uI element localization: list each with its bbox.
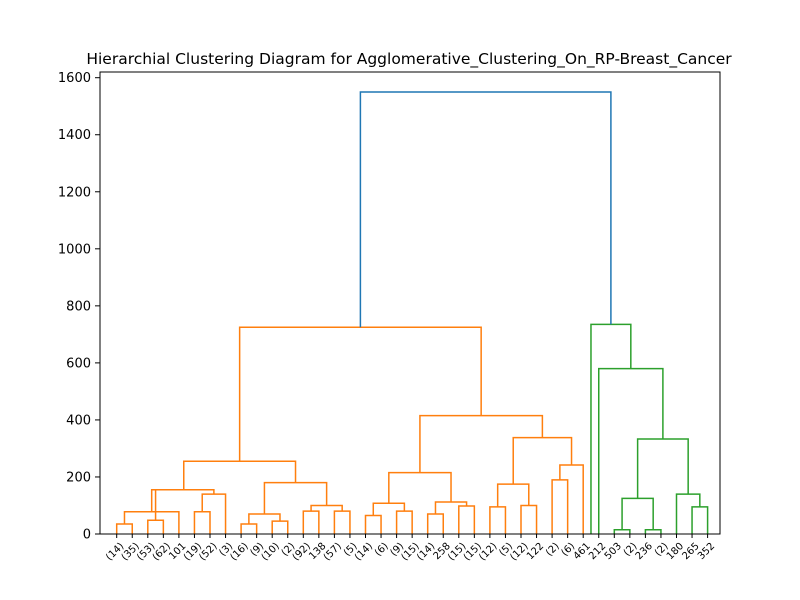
dendrogram-link-11 [333,510,351,534]
dendrogram-link-24 [496,483,530,507]
leaf-label: 503 [603,541,624,562]
leaf-label: (10) [260,541,282,563]
leaf-label: (2) [544,541,562,559]
dendrogram-link-23 [520,504,538,534]
y-tick-label: 800 [66,299,91,314]
plot-frame [99,71,721,535]
dendrogram-link-21 [388,471,452,504]
dendrogram-link-14 [183,460,297,490]
dendrogram-link-10 [302,510,320,534]
dendrogram-link-28 [419,414,544,473]
dendrogram-link-18 [426,513,444,534]
dendrogram-link-13 [263,481,328,515]
dendrogram-link-38 [359,91,612,328]
y-tick-label: 1400 [58,128,91,143]
dendrogram-link-15 [364,514,382,534]
dendrogram-link-4 [193,511,211,534]
chart-title: Hierarchial Clustering Diagram for Agglo… [86,50,732,69]
leaf-label: (57) [322,541,344,563]
x-axis: (14)(35)(53)(62)101(19)(52)(3)(16)(9)(10… [104,534,717,563]
dendrogram-link-1 [147,519,165,534]
leaf-label: 122 [525,541,546,562]
leaf-label: (6) [373,541,391,559]
leaf-label: (16) [228,541,250,563]
dendrogram-link-33 [691,506,709,534]
dendrogram-link-31 [644,528,662,534]
leaf-label: (14) [353,541,375,563]
dendrogram-link-9 [248,513,281,525]
dendrogram-link-12 [310,504,343,512]
y-tick-label: 1200 [58,185,91,200]
leaf-label: 236 [634,541,655,562]
y-tick-label: 600 [66,356,91,371]
dendrogram-link-0 [115,523,133,534]
leaf-label: (12) [477,541,499,563]
dendrogram-link-6 [153,489,215,495]
dendrogram-link-17 [372,502,406,516]
dendrogram-link-20 [434,501,468,515]
dendrogram-link-2 [123,511,180,534]
dendrogram-link-16 [395,510,413,534]
dendrogram-link-36 [598,367,664,534]
dendrogram-link-22 [489,506,507,534]
dendrogram-link-34 [675,493,701,534]
y-axis: 0 200 400 600 800 1000 1200 1400 1600 [58,71,100,543]
dendrogram-link-19 [458,505,476,534]
dendrogram-link-29 [238,326,482,462]
leaf-label: (52) [197,541,219,563]
dendrogram-link-5 [201,493,227,534]
dendrogram-link-35 [636,438,689,499]
dendrogram-link-26 [559,464,584,534]
dendrogram-link-7 [240,523,258,534]
dendrogram-link-3 [150,489,157,521]
leaf-label: 352 [696,541,717,562]
y-tick-label: 200 [66,470,91,485]
dendrogram-link-25 [551,479,569,534]
dendrogram-link-8 [271,520,289,534]
y-tick-label: 1600 [58,71,91,86]
dendrogram-link-27 [512,436,573,485]
y-tick-label: 1000 [58,242,91,257]
dendrogram-links [115,91,709,534]
dendrogram-link-30 [613,528,631,534]
y-tick-label: 0 [83,528,91,543]
y-tick-label: 400 [66,413,91,428]
dendrogram-link-32 [621,497,654,530]
dendrogram-link-37 [590,323,632,534]
